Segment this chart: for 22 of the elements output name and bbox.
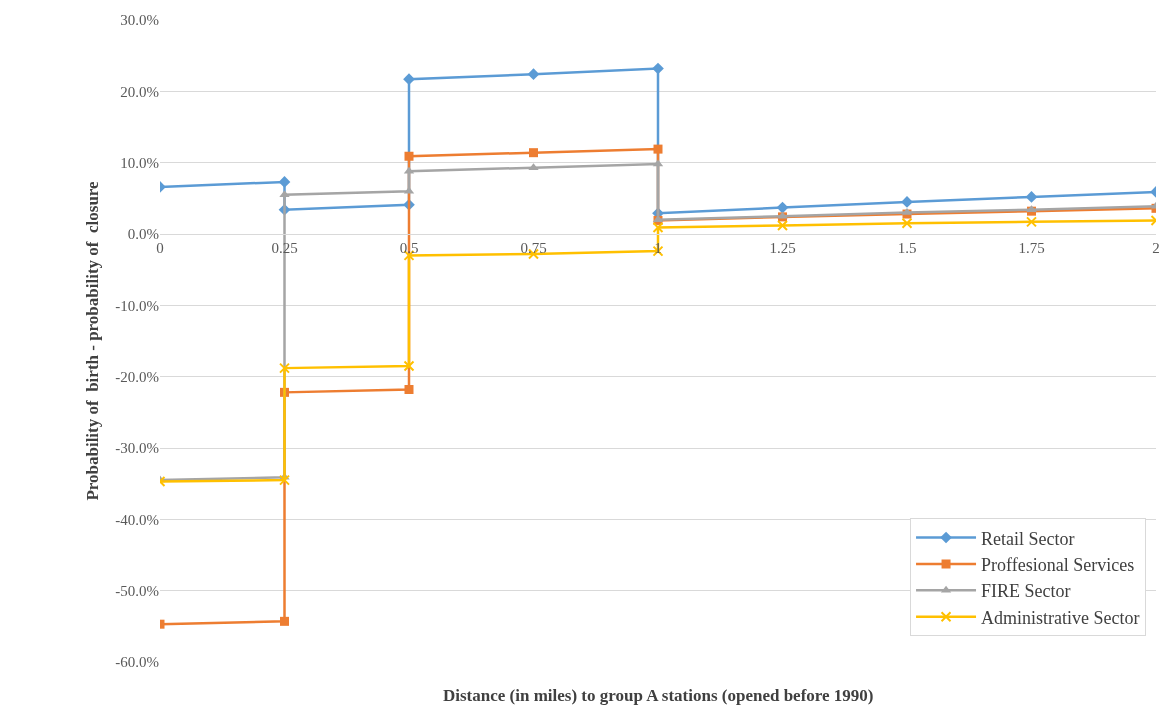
y-tick-label: -20.0%	[115, 368, 159, 385]
x-tick-label: 0	[156, 240, 164, 256]
y-tick-label: -60.0%	[115, 654, 159, 671]
x-tick-label: 1.75	[1018, 240, 1045, 256]
x-tick-label: 0.25	[271, 240, 298, 256]
x-tick-label: 1.25	[769, 240, 796, 256]
x-tick-label: 2	[1152, 240, 1160, 256]
y-tick-label: 20.0%	[120, 83, 159, 100]
y-tick-label: 10.0%	[120, 154, 159, 171]
y-tick-label: 0.0%	[127, 226, 159, 243]
x-tick-label: 1.5	[897, 240, 917, 256]
legend-label: Retail Sector	[981, 528, 1075, 549]
y-tick-label: -30.0%	[115, 440, 159, 457]
y-tick-label: -40.0%	[115, 511, 159, 528]
y-tick-label: -50.0%	[115, 582, 159, 599]
legend-label: FIRE Sector	[981, 581, 1071, 602]
legend-label: Proffesional Services	[981, 554, 1135, 575]
y-axis-title: Probability of birth - probability of closure	[82, 180, 102, 501]
y-tick-label: -10.0%	[115, 297, 159, 314]
y-tick-label: 30.0%	[120, 12, 159, 29]
x-axis-title: Distance (in miles) to group A stations (opened before 1990)	[443, 686, 874, 705]
legend-label: Administrative Sector	[981, 607, 1140, 628]
